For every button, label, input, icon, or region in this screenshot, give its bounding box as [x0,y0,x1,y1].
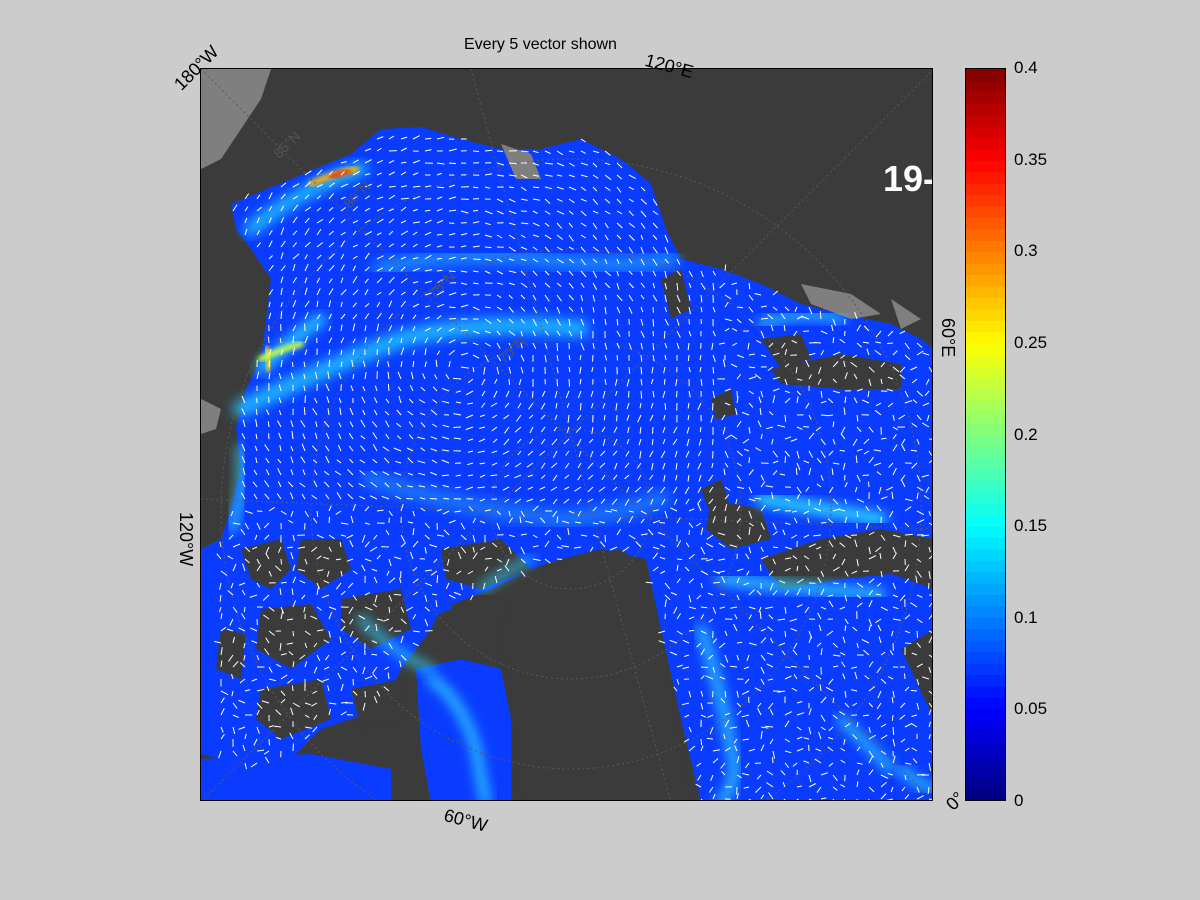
colorbar-tick-label: 0.05 [1014,699,1048,719]
figure-title: Every 5 vector shown [464,36,617,53]
graticule [201,69,932,800]
colorbar-tick-label: 0.4 [1014,58,1038,77]
colorbar-tick-label: 0.3 [1014,241,1038,261]
edge-label-60w: 60°W [441,805,490,836]
colorbar-tick-label: 0 [1014,791,1024,810]
map-panel: 19-Jun-2010 [200,68,933,801]
colorbar-tick-label: 0.15 [1014,516,1048,536]
vector-arrows [214,135,932,800]
edge-label-60e: 60°E [938,318,958,358]
colorbar-tick-label: 0.25 [1014,332,1048,352]
strong-current-bands [227,162,932,800]
date-label: 19-Jun-2010 [883,158,932,199]
colorbar-tick-label: 0.35 [1014,149,1048,169]
edge-label-120w: 120°W [176,512,196,567]
colorbar [965,68,1006,801]
colorbar-tick-label: 0.1 [1014,607,1038,627]
no-data-regions [201,69,271,434]
colorbar-gradient [966,69,1005,800]
colorbar-tick-label: 0.2 [1014,424,1038,444]
velocity-map [201,69,932,800]
velocity-vectors [214,135,932,800]
